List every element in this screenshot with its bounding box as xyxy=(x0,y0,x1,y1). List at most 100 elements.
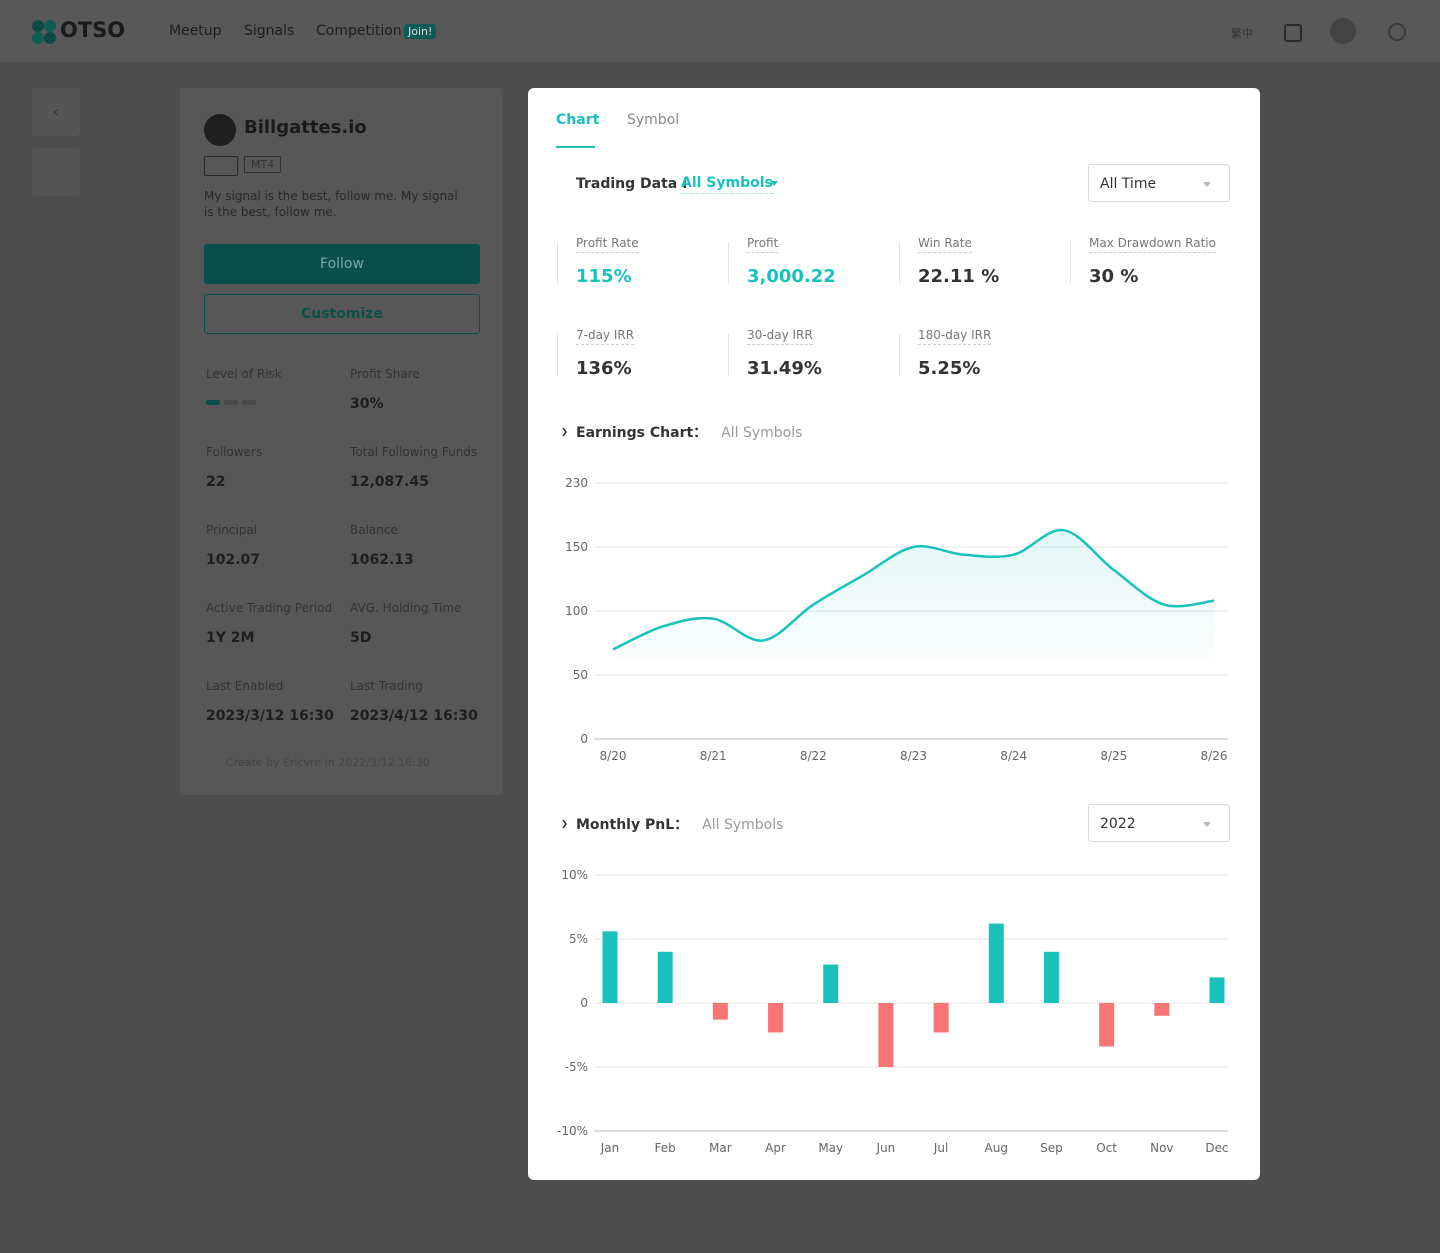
tab-underline xyxy=(556,146,595,148)
description: My signal is the best, follow me. My sig… xyxy=(204,189,458,219)
metric-label: 180-day IRR xyxy=(918,328,992,345)
stat-label: Balance xyxy=(350,523,398,537)
stat-label: Active Trading Period xyxy=(206,601,333,615)
nav-link[interactable]: Signals xyxy=(244,23,295,39)
metric-value: 3,000.22 xyxy=(747,266,836,287)
metric-divider xyxy=(899,334,900,376)
metric-value: 22.11 % xyxy=(918,266,1000,287)
logo-icon xyxy=(32,20,56,44)
customize-button[interactable]: Customize xyxy=(204,294,480,334)
bar xyxy=(988,923,1004,1003)
y-tick-label: 0 xyxy=(580,732,588,746)
nav-link[interactable]: Competition xyxy=(316,23,402,39)
line xyxy=(612,528,1215,651)
stat-value: 2023/4/12 16:30 xyxy=(350,708,478,724)
x-tick-label: 8/22 xyxy=(800,749,827,763)
stat-label: Level of Risk xyxy=(206,367,282,381)
section-title: Earnings Chart： xyxy=(576,425,707,441)
stat-value: 1Y 2M xyxy=(206,630,255,646)
section-filter: All Symbols xyxy=(702,817,783,833)
stat-value: 5D xyxy=(350,630,372,646)
grid-button[interactable] xyxy=(32,148,80,196)
metric-label: Profit Rate xyxy=(576,236,639,253)
period-select[interactable]: All Time xyxy=(1088,164,1230,202)
section-title: Trading Data : xyxy=(576,176,688,192)
stat-label: Profit Share xyxy=(350,367,420,381)
metric-label: 30-day IRR xyxy=(747,328,813,345)
follow-button[interactable]: Follow xyxy=(204,244,480,284)
stat-label: Followers xyxy=(206,445,263,459)
bar xyxy=(1209,977,1225,1003)
bar xyxy=(1043,951,1059,1003)
stat-value: 102.07 xyxy=(206,552,261,568)
stat-label: Last Enabled xyxy=(206,679,284,693)
charts: Earnings Chart： All Symbols 0 50 100 150 230 8/… xyxy=(557,425,1229,1155)
chevron xyxy=(562,819,567,829)
metric-value: 115% xyxy=(576,266,632,287)
tab[interactable]: Symbol xyxy=(627,112,680,128)
y-tick-label: -5% xyxy=(565,1060,588,1074)
year-select[interactable]: 2022 xyxy=(1088,804,1230,842)
chevron xyxy=(562,427,567,437)
area xyxy=(613,530,1214,659)
section-title: Monthly PnL： xyxy=(576,817,688,833)
bar xyxy=(823,964,839,1003)
x-tick-label: Oct xyxy=(1096,1141,1117,1155)
y-tick-label: 5% xyxy=(569,932,588,946)
metric-value: 30 % xyxy=(1089,266,1139,287)
bar xyxy=(712,1003,728,1020)
badge: Join! xyxy=(404,24,437,39)
created-by: Create by Ericvre in 2022/3/12 16:30 xyxy=(226,756,430,769)
metric-value: 31.49% xyxy=(747,358,822,379)
avatar[interactable] xyxy=(1330,18,1356,44)
stat-value: 1062.13 xyxy=(350,552,414,568)
tab-active[interactable]: Chart xyxy=(556,112,600,128)
stat-value: 12,087.45 xyxy=(350,474,429,490)
metric-label: 7-day IRR xyxy=(576,328,635,345)
x-tick-label: Mar xyxy=(709,1141,732,1155)
x-tick-label: 8/23 xyxy=(900,749,927,763)
section-filter: All Symbols xyxy=(721,425,802,441)
x-tick-label: 8/26 xyxy=(1201,749,1228,763)
platform: MT4 xyxy=(244,156,282,173)
x-tick-label: 8/20 xyxy=(600,749,627,763)
stat-value: 2023/3/12 16:30 xyxy=(206,708,334,724)
bar xyxy=(878,1003,894,1067)
x-tick-label: Jun xyxy=(876,1141,896,1155)
platform-icon xyxy=(204,156,238,176)
back-button[interactable]: ‹ xyxy=(32,88,80,136)
x-tick-label: 8/24 xyxy=(1000,749,1027,763)
stat-value: 30% xyxy=(350,396,384,412)
stat-label: Last Trading xyxy=(350,679,423,693)
symbol-filter[interactable]: All Symbols xyxy=(681,175,773,194)
stat-label: Total Following Funds xyxy=(350,445,478,459)
x-tick-label: May xyxy=(818,1141,843,1155)
stat-label: AVG. Holding Time xyxy=(350,601,462,615)
x-tick-label: Jul xyxy=(933,1141,948,1155)
x-tick-label: Dec xyxy=(1205,1141,1228,1155)
metric-divider xyxy=(1070,242,1071,284)
nav-link[interactable]: Meetup xyxy=(169,23,222,39)
bar xyxy=(1099,1003,1115,1047)
language[interactable]: 繁中 xyxy=(1231,27,1253,40)
stat-label: Principal xyxy=(206,523,258,537)
y-tick-label: 100 xyxy=(565,604,588,618)
modal: Chart Symbol Trading Data : All Symbols … xyxy=(528,88,1260,1180)
header: OTSO Meetup Signals Competition Join! 繁中 xyxy=(0,0,1440,62)
settings-icon[interactable] xyxy=(1388,23,1406,41)
signal-card: Billgattes.io MT4 My signal is the best,… xyxy=(180,88,502,795)
y-tick-label: 10% xyxy=(561,868,588,882)
metric-label: Win Rate xyxy=(918,236,972,253)
notification-icon[interactable] xyxy=(1284,24,1302,42)
y-tick-label: 0 xyxy=(580,996,588,1010)
bar xyxy=(657,951,673,1003)
metric-value: 136% xyxy=(576,358,632,379)
bar xyxy=(768,1003,784,1033)
x-tick-label: Aug xyxy=(985,1141,1008,1155)
metric-divider xyxy=(728,242,729,284)
y-tick-label: 50 xyxy=(573,668,588,682)
x-tick-label: Nov xyxy=(1150,1141,1173,1155)
bar xyxy=(602,931,618,1003)
signal-name: Billgattes.io xyxy=(244,117,367,138)
